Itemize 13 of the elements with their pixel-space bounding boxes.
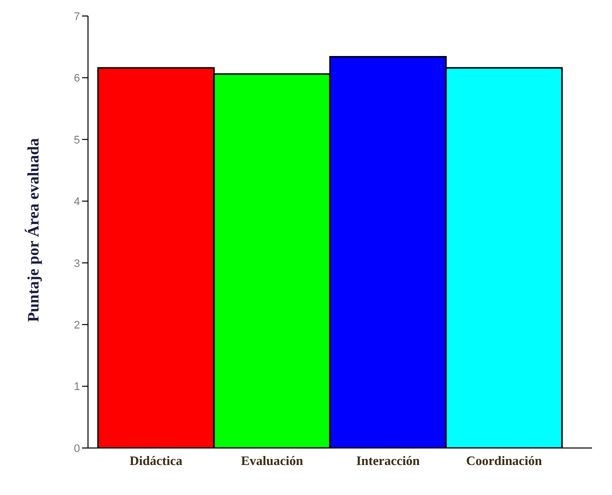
y-tick-label: 2 xyxy=(74,319,80,332)
y-tick-label: 6 xyxy=(74,72,80,85)
y-tick-label: 0 xyxy=(74,442,80,455)
x-tick-label: Evaluación xyxy=(240,453,304,468)
y-tick-label: 7 xyxy=(74,10,80,23)
y-tick-label: 1 xyxy=(74,381,80,394)
x-tick-label: Interacción xyxy=(356,453,421,468)
x-tick-label: Coordinación xyxy=(466,453,543,468)
x-tick-label: Didáctica xyxy=(130,453,183,468)
y-tick-label: 3 xyxy=(74,258,80,270)
y-tick-label: 4 xyxy=(74,196,80,208)
y-tick-label: 5 xyxy=(74,134,80,146)
y-axis-title: Puntaje por Área evaluada xyxy=(24,138,43,322)
